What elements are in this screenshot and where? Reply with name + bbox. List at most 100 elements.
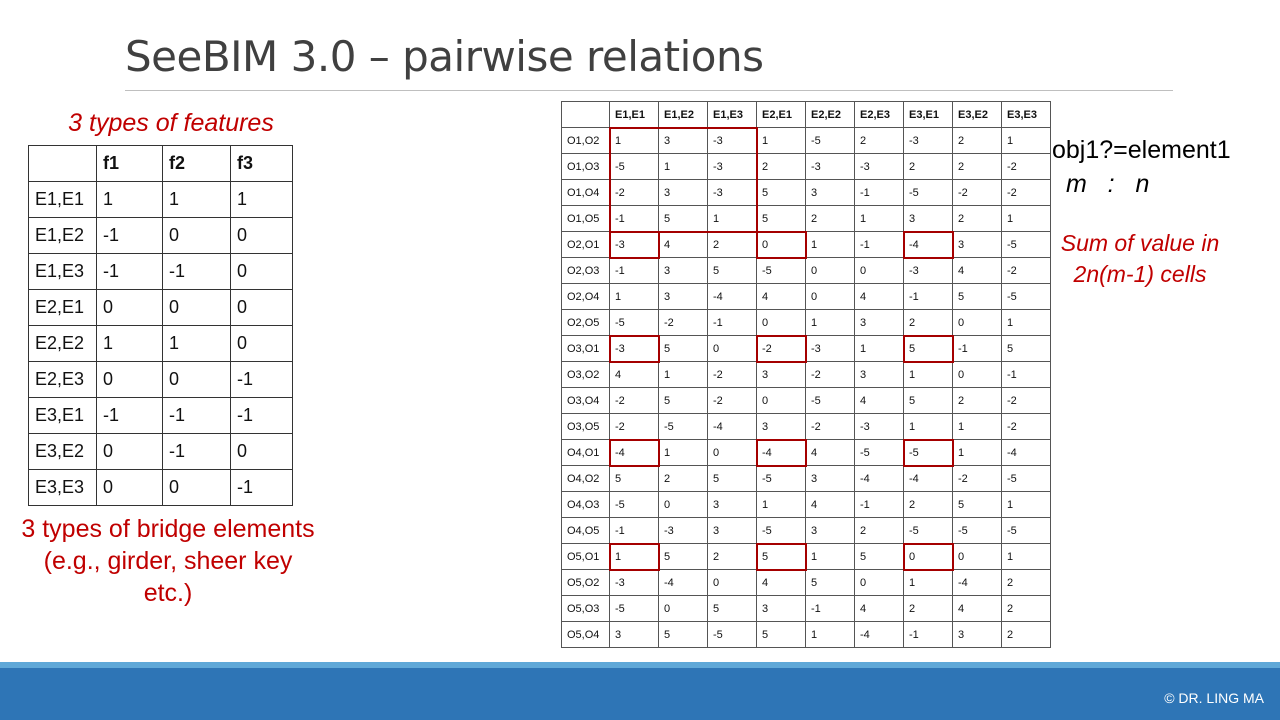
value-cell: 1 bbox=[756, 127, 806, 154]
value-cell: -1 bbox=[609, 205, 659, 232]
pairwise-table-row: O1,O4 -2 3 -3 5 3 -1 -5 -2 -2 bbox=[561, 179, 1051, 206]
value-cell: -2 bbox=[1001, 387, 1051, 414]
row-label-cell: E1,E2 bbox=[28, 217, 97, 254]
features-table-row: E3,E3 0 0 -1 bbox=[28, 469, 293, 506]
value-cell: 0 bbox=[230, 217, 293, 254]
value-cell: 0 bbox=[756, 231, 806, 258]
value-cell: 0 bbox=[96, 289, 163, 326]
features-table: f1 f2 f3 E1,E1 1 1 1 E1,E2 -1 0 0 E1,E3 -1 -1 0 E2,E1 0… bbox=[28, 145, 293, 506]
row-label-cell: O1,O2 bbox=[561, 127, 610, 154]
value-cell: 0 bbox=[96, 361, 163, 398]
column-header: f1 bbox=[96, 145, 163, 182]
value-cell: -1 bbox=[230, 397, 293, 434]
value-cell: 0 bbox=[230, 253, 293, 290]
value-cell: -4 bbox=[854, 465, 904, 492]
value-cell: -1 bbox=[96, 253, 163, 290]
value-cell: -1 bbox=[96, 397, 163, 434]
value-cell: 5 bbox=[658, 387, 708, 414]
slide-title: SeeBIM 3.0 – pairwise relations bbox=[125, 32, 764, 81]
value-cell: 0 bbox=[230, 289, 293, 326]
value-cell: 0 bbox=[805, 257, 855, 284]
value-cell: 5 bbox=[756, 205, 806, 232]
value-cell: 1 bbox=[903, 413, 953, 440]
value-cell: -1 bbox=[805, 595, 855, 622]
column-header: f3 bbox=[230, 145, 293, 182]
value-cell: 0 bbox=[756, 387, 806, 414]
value-cell: -4 bbox=[707, 283, 757, 310]
column-header: E3,E3 bbox=[1001, 101, 1051, 128]
value-cell: 0 bbox=[952, 543, 1002, 570]
value-cell: 1 bbox=[756, 491, 806, 518]
value-cell: 1 bbox=[805, 621, 855, 648]
value-cell: 5 bbox=[707, 257, 757, 284]
value-cell: 2 bbox=[1001, 621, 1051, 648]
footer-accent-stripe bbox=[0, 662, 1280, 668]
value-cell: -5 bbox=[756, 257, 806, 284]
value-cell: -5 bbox=[707, 621, 757, 648]
column-header: E1,E1 bbox=[609, 101, 659, 128]
value-cell: 1 bbox=[658, 439, 708, 466]
value-cell: -2 bbox=[952, 465, 1002, 492]
value-cell: -4 bbox=[756, 439, 806, 466]
value-cell: 1 bbox=[805, 309, 855, 336]
row-label-cell: O3,O4 bbox=[561, 387, 610, 414]
value-cell: -1 bbox=[903, 621, 953, 648]
value-cell: 1 bbox=[903, 361, 953, 388]
column-header: E2,E3 bbox=[854, 101, 904, 128]
value-cell: 1 bbox=[854, 205, 904, 232]
value-cell: -1 bbox=[1001, 361, 1051, 388]
value-cell: 4 bbox=[609, 361, 659, 388]
value-cell: 4 bbox=[854, 283, 904, 310]
value-cell: -4 bbox=[903, 465, 953, 492]
value-cell: 1 bbox=[658, 361, 708, 388]
value-cell: 1 bbox=[1001, 543, 1051, 570]
value-cell: -3 bbox=[609, 569, 659, 596]
value-cell: 0 bbox=[707, 569, 757, 596]
bridge-elements-caption: 3 types of bridge elements (e.g., girder… bbox=[21, 515, 315, 607]
pairwise-relation-table: E1,E1 E1,E2 E1,E3 E2,E1 E2,E2 E2,E3 E3,E1 E3,E2… bbox=[561, 101, 1051, 648]
value-cell: 2 bbox=[903, 153, 953, 180]
pairwise-table-row: O4,O5 -1 -3 3 -5 3 2 -5 -5 -5 bbox=[561, 517, 1051, 544]
pairwise-table-row: O3,O4 -2 5 -2 0 -5 4 5 2 -2 bbox=[561, 387, 1051, 414]
pairwise-table-row: O4,O2 5 2 5 -5 3 -4 -4 -2 -5 bbox=[561, 465, 1051, 492]
value-cell: -4 bbox=[903, 231, 953, 258]
value-cell: 3 bbox=[609, 621, 659, 648]
value-cell: -3 bbox=[903, 127, 953, 154]
value-cell: 4 bbox=[658, 231, 708, 258]
value-cell: -5 bbox=[805, 387, 855, 414]
pairwise-table-body: O1,O2 1 3 -3 1 -5 2 -3 2 1 O1,O3 -5 1 -3 2 -3 -3 2 2 -2 O1,O… bbox=[561, 127, 1051, 648]
value-cell: 1 bbox=[162, 325, 231, 362]
value-cell: 1 bbox=[952, 413, 1002, 440]
row-label-cell: O2,O1 bbox=[561, 231, 610, 258]
value-cell: 3 bbox=[952, 621, 1002, 648]
value-cell: 1 bbox=[1001, 309, 1051, 336]
value-cell: -5 bbox=[952, 517, 1002, 544]
value-cell: 1 bbox=[805, 543, 855, 570]
value-cell: 5 bbox=[805, 569, 855, 596]
value-cell: 2 bbox=[756, 153, 806, 180]
value-cell: 3 bbox=[707, 517, 757, 544]
value-cell: 0 bbox=[230, 325, 293, 362]
row-label-cell: E3,E2 bbox=[28, 433, 97, 470]
value-cell: -2 bbox=[707, 361, 757, 388]
features-table-row: E1,E2 -1 0 0 bbox=[28, 217, 293, 254]
value-cell: 1 bbox=[903, 569, 953, 596]
value-cell: -5 bbox=[609, 595, 659, 622]
value-cell: -3 bbox=[707, 153, 757, 180]
row-label-cell: E3,E1 bbox=[28, 397, 97, 434]
value-cell: 0 bbox=[854, 569, 904, 596]
value-cell: 5 bbox=[952, 491, 1002, 518]
column-header: E1,E3 bbox=[707, 101, 757, 128]
features-table-row: E2,E3 0 0 -1 bbox=[28, 361, 293, 398]
value-cell: 5 bbox=[658, 205, 708, 232]
value-cell: -1 bbox=[162, 433, 231, 470]
value-cell: -4 bbox=[658, 569, 708, 596]
value-cell: 1 bbox=[1001, 205, 1051, 232]
row-label-cell: E1,E3 bbox=[28, 253, 97, 290]
corner-header-cell bbox=[28, 145, 97, 182]
value-cell: 5 bbox=[707, 465, 757, 492]
value-cell: 5 bbox=[658, 543, 708, 570]
value-cell: 2 bbox=[903, 595, 953, 622]
pairwise-table-row: O3,O2 4 1 -2 3 -2 3 1 0 -1 bbox=[561, 361, 1051, 388]
